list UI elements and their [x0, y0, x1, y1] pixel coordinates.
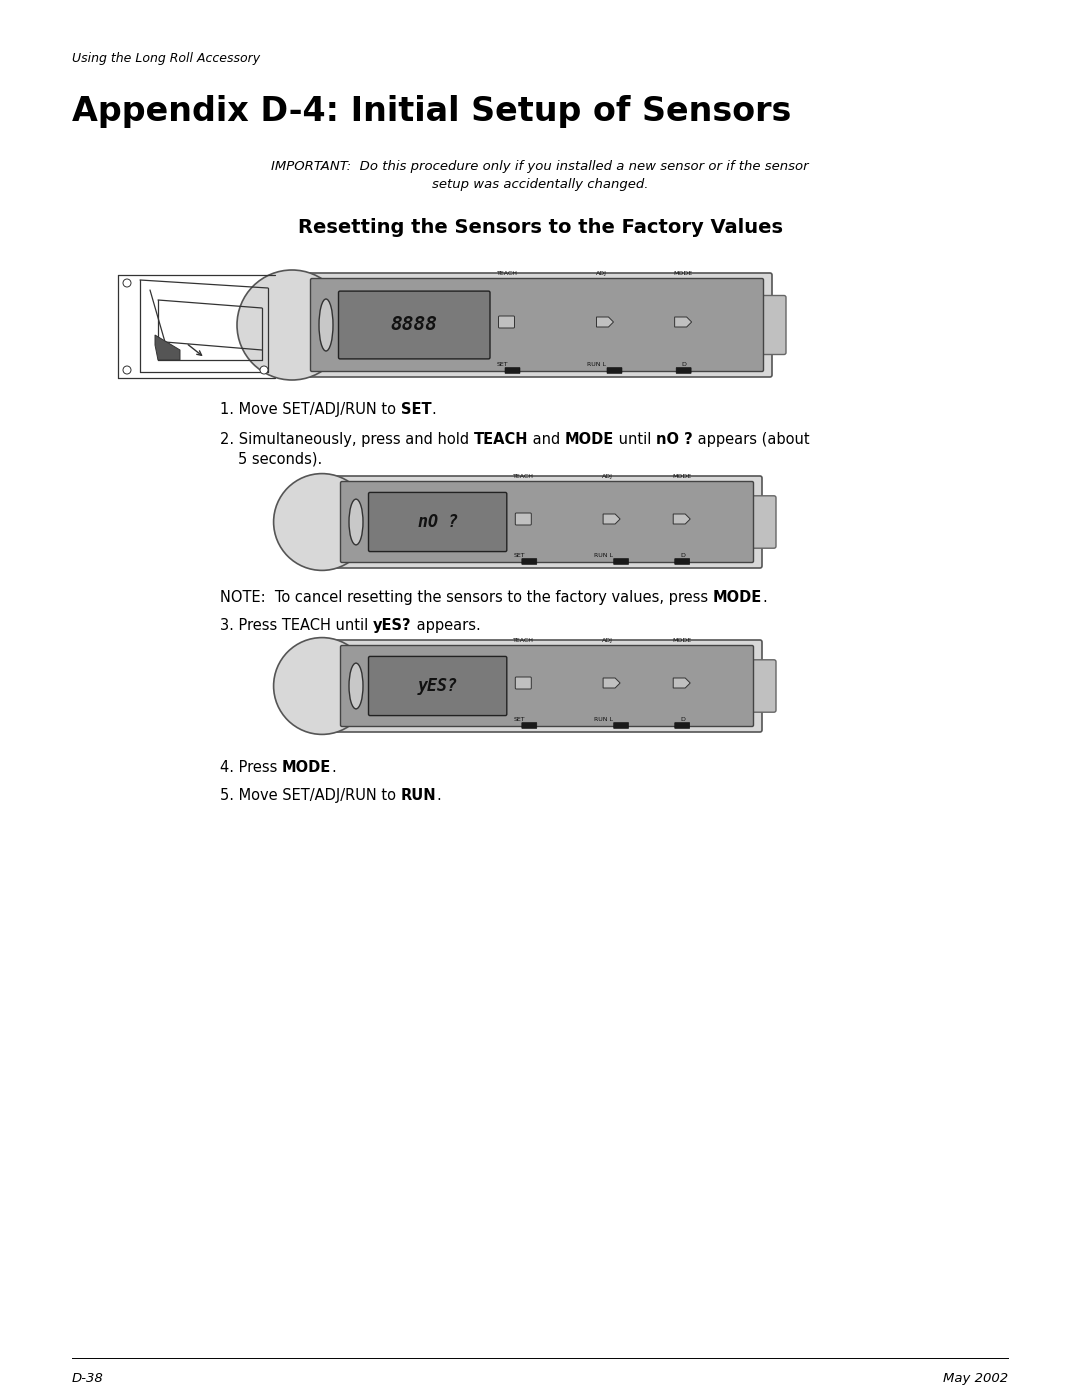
Text: 4. Press: 4. Press — [220, 760, 282, 775]
Text: yES?: yES? — [373, 617, 411, 633]
Text: yES?: yES? — [418, 678, 458, 694]
Text: RUN L: RUN L — [594, 553, 613, 557]
FancyBboxPatch shape — [499, 316, 514, 328]
FancyBboxPatch shape — [522, 559, 537, 564]
FancyBboxPatch shape — [311, 278, 764, 372]
Text: .: . — [332, 760, 336, 775]
Text: MODE: MODE — [282, 760, 332, 775]
FancyBboxPatch shape — [368, 657, 507, 715]
Text: ADJ: ADJ — [595, 271, 607, 277]
Ellipse shape — [319, 299, 333, 351]
Text: D: D — [680, 717, 685, 722]
Polygon shape — [603, 514, 620, 524]
Ellipse shape — [349, 499, 363, 545]
FancyBboxPatch shape — [278, 272, 772, 377]
Text: Using the Long Roll Accessory: Using the Long Roll Accessory — [72, 52, 260, 66]
Text: 2. Simultaneously, press and hold: 2. Simultaneously, press and hold — [220, 432, 474, 447]
Polygon shape — [673, 514, 690, 524]
FancyBboxPatch shape — [760, 296, 786, 355]
Text: SET: SET — [513, 553, 525, 557]
Text: MODE: MODE — [672, 474, 691, 479]
FancyBboxPatch shape — [340, 482, 754, 563]
Text: SET: SET — [401, 402, 431, 416]
Text: IMPORTANT:  Do this procedure only if you installed a new sensor or if the senso: IMPORTANT: Do this procedure only if you… — [271, 161, 809, 173]
Circle shape — [260, 366, 268, 374]
Text: nO ?: nO ? — [657, 432, 693, 447]
Text: RUN L: RUN L — [588, 362, 607, 367]
FancyBboxPatch shape — [308, 640, 762, 732]
Polygon shape — [673, 678, 690, 687]
Text: and: and — [528, 432, 565, 447]
Text: until: until — [615, 432, 657, 447]
Text: D: D — [681, 362, 687, 367]
FancyBboxPatch shape — [368, 492, 507, 552]
FancyBboxPatch shape — [607, 367, 622, 373]
Text: 5. Move SET/ADJ/RUN to: 5. Move SET/ADJ/RUN to — [220, 788, 401, 803]
Text: TEACH: TEACH — [513, 638, 535, 643]
FancyBboxPatch shape — [522, 722, 537, 728]
Text: D-38: D-38 — [72, 1372, 104, 1384]
Text: .: . — [762, 590, 767, 605]
FancyBboxPatch shape — [505, 367, 519, 373]
Text: Resetting the Sensors to the Factory Values: Resetting the Sensors to the Factory Val… — [297, 218, 783, 237]
Text: appears (about: appears (about — [693, 432, 810, 447]
Text: May 2002: May 2002 — [943, 1372, 1008, 1384]
Circle shape — [273, 474, 370, 570]
Text: MODE: MODE — [672, 638, 691, 643]
Text: NOTE:  To cancel resetting the sensors to the factory values, press: NOTE: To cancel resetting the sensors to… — [220, 590, 713, 605]
Text: MODE: MODE — [565, 432, 615, 447]
Text: Appendix D-4: Initial Setup of Sensors: Appendix D-4: Initial Setup of Sensors — [72, 95, 792, 129]
Text: appears.: appears. — [411, 617, 481, 633]
Text: 3. Press TEACH until: 3. Press TEACH until — [220, 617, 373, 633]
Text: ADJ: ADJ — [603, 474, 613, 479]
Text: SET: SET — [497, 362, 508, 367]
Circle shape — [123, 366, 131, 374]
Text: .: . — [436, 788, 441, 803]
FancyBboxPatch shape — [340, 645, 754, 726]
FancyBboxPatch shape — [613, 722, 629, 728]
Polygon shape — [675, 317, 691, 327]
Polygon shape — [603, 678, 620, 687]
Text: MODE: MODE — [713, 590, 762, 605]
Text: RUN: RUN — [401, 788, 436, 803]
FancyBboxPatch shape — [675, 559, 690, 564]
FancyBboxPatch shape — [338, 291, 490, 359]
Text: 1. Move SET/ADJ/RUN to: 1. Move SET/ADJ/RUN to — [220, 402, 401, 416]
FancyBboxPatch shape — [750, 659, 777, 712]
Text: TEACH: TEACH — [474, 432, 528, 447]
Text: ADJ: ADJ — [603, 638, 613, 643]
Polygon shape — [596, 317, 613, 327]
Circle shape — [123, 279, 131, 286]
Text: setup was accidentally changed.: setup was accidentally changed. — [432, 177, 648, 191]
Text: 5 seconds).: 5 seconds). — [238, 453, 322, 467]
Text: SET: SET — [513, 717, 525, 722]
FancyBboxPatch shape — [613, 559, 629, 564]
Text: .: . — [431, 402, 436, 416]
Text: RUN L: RUN L — [594, 717, 613, 722]
FancyBboxPatch shape — [515, 513, 531, 525]
Text: D: D — [680, 553, 685, 557]
FancyBboxPatch shape — [750, 496, 777, 548]
FancyBboxPatch shape — [676, 367, 691, 373]
FancyBboxPatch shape — [515, 678, 531, 689]
Text: 8888: 8888 — [391, 316, 437, 334]
Circle shape — [237, 270, 347, 380]
Circle shape — [273, 637, 370, 735]
Text: TEACH: TEACH — [497, 271, 517, 277]
FancyBboxPatch shape — [675, 722, 690, 728]
Polygon shape — [156, 335, 180, 360]
Text: TEACH: TEACH — [513, 474, 535, 479]
Text: nO ?: nO ? — [418, 513, 458, 531]
Text: MODE: MODE — [674, 271, 692, 277]
Ellipse shape — [349, 664, 363, 708]
FancyBboxPatch shape — [308, 476, 762, 569]
